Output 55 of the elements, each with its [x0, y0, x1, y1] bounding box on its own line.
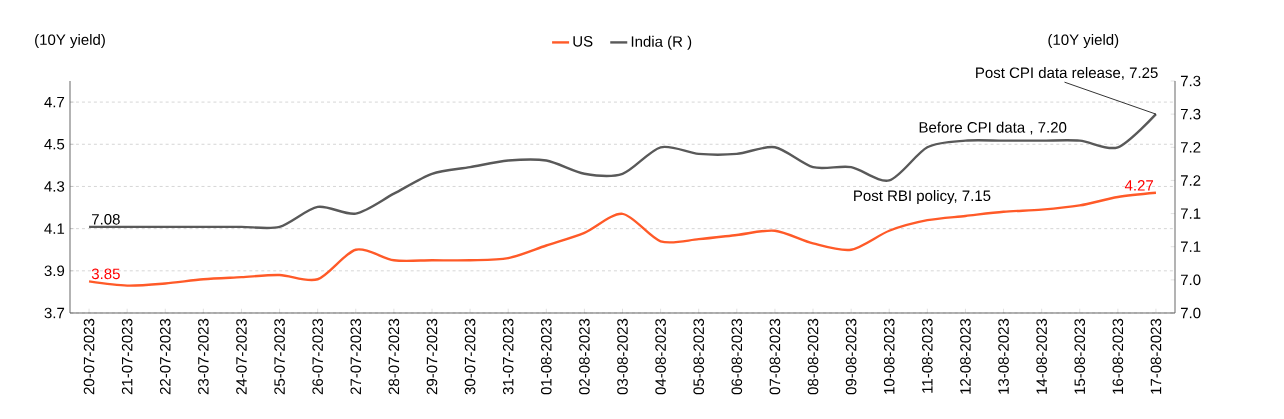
x-tick-label: 05-08-2023 [693, 318, 705, 395]
y2-tick-label: 7.0 [1180, 307, 1201, 319]
x-tick-label: 10-08-2023 [883, 318, 895, 394]
x-tick-label: 21-07-2023 [121, 318, 133, 395]
annotation: Post RBI policy, 7.15 [854, 190, 991, 204]
x-tick-label: 12-08-2023 [960, 318, 971, 394]
x-tick-label: 25-07-2023 [274, 318, 285, 395]
x-tick-label: 14-08-2023 [1036, 318, 1047, 394]
y2-tick-label: 7.2 [1180, 175, 1201, 186]
y2-tick-label: 7.0 [1180, 274, 1201, 286]
y2-tick-label: 7.1 [1180, 208, 1201, 219]
x-tick-label: 17-08-2023 [1150, 318, 1162, 394]
x-tick-label: 29-07-2023 [426, 318, 438, 395]
x-tick-label: 15-08-2023 [1074, 318, 1086, 394]
x-tick-label: 16-08-2023 [1112, 318, 1124, 394]
line-series [87, 112, 1158, 230]
data-label: 3.85 [91, 268, 120, 280]
y-tick-label: 4.7 [44, 96, 65, 108]
x-tick-label: 07-08-2023 [769, 318, 781, 395]
x-tick-label: 03-08-2023 [617, 318, 628, 395]
x-tick-label: 20-07-2023 [83, 318, 95, 395]
y-tick-label: 3.9 [44, 265, 65, 277]
annotation: Before CPI data , 7.20 [919, 121, 1067, 135]
x-tick-label: 28-07-2023 [388, 318, 400, 395]
y-tick-label: 4.5 [44, 139, 65, 150]
y2-tick-label: 7.3 [1180, 75, 1201, 87]
x-tick-label: 27-07-2023 [350, 318, 362, 395]
data-label: 7.08 [92, 214, 120, 225]
y-tick-label: 4.3 [44, 181, 65, 192]
legend-label: India (R ) [631, 35, 692, 50]
x-tick-label: 26-07-2023 [312, 318, 323, 395]
x-tick-label: 09-08-2023 [845, 318, 857, 395]
y2-axis-title: (10Y yield) [1048, 33, 1119, 48]
x-tick-label: 02-08-2023 [579, 318, 590, 395]
y2-tick-label: 7.3 [1180, 108, 1201, 120]
x-tick-label: 22-07-2023 [159, 318, 171, 395]
legend-label: US [573, 36, 593, 47]
y2-tick-label: 7.2 [1180, 142, 1201, 153]
x-tick-label: 11-08-2023 [922, 318, 933, 393]
x-tick-label: 31-07-2023 [502, 318, 514, 395]
x-tick-label: 13-08-2023 [998, 318, 1009, 394]
x-tick-label: 30-07-2023 [464, 318, 476, 395]
x-tick-label: 04-08-2023 [655, 318, 666, 395]
data-label: 4.27 [1124, 180, 1154, 191]
x-tick-label: 01-08-2023 [540, 318, 552, 395]
x-tick-label: 06-08-2023 [731, 318, 743, 395]
y2-tick-label: 7.1 [1180, 241, 1201, 252]
y-tick-label: 3.7 [44, 307, 65, 319]
x-tick-label: 23-07-2023 [198, 318, 209, 395]
y-axis-title: (10Y yield) [35, 33, 105, 48]
annotation: Post CPI data release, 7.25 [976, 67, 1158, 80]
x-tick-label: 24-07-2023 [236, 318, 247, 395]
y-tick-label: 4.1 [44, 223, 65, 234]
x-tick-label: 08-08-2023 [807, 318, 819, 395]
line-series [87, 191, 1158, 287]
